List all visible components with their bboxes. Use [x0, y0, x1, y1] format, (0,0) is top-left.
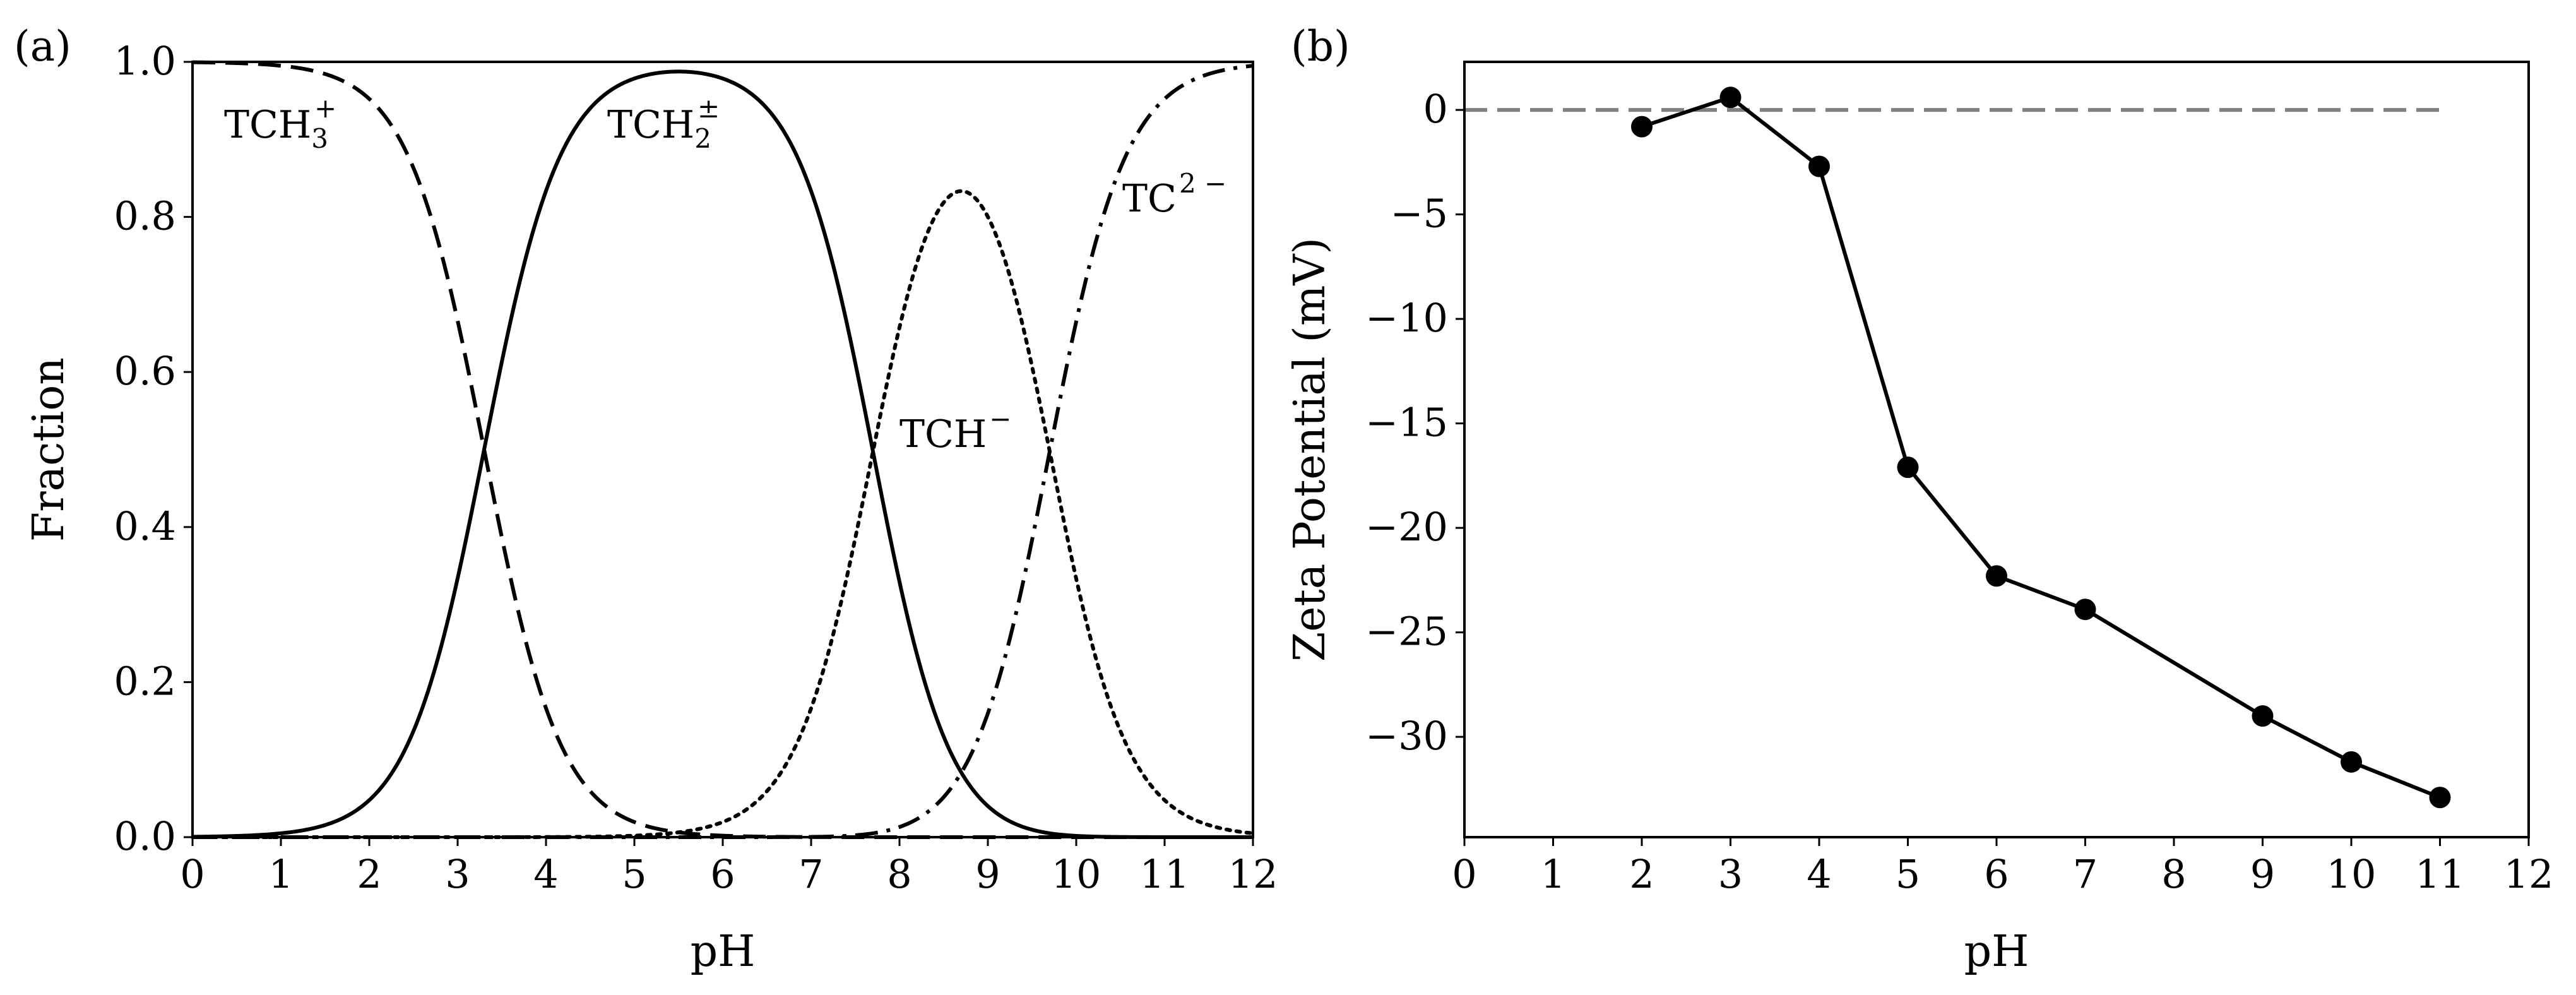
series-line-tc2-minus [193, 64, 1254, 839]
panel-b: (b) 0 1 2 3 4 5 6 7 8 9 10 11 12 0−5−10−15−20−25−30 … [1285, 22, 2553, 977]
species-label: TCH3+ [224, 93, 336, 154]
panel-a-y-axis-label: Fraction [24, 357, 74, 542]
panel-a-x-tick-label: 9 [975, 851, 1000, 897]
panel-a-plot-frame [191, 61, 1254, 838]
data-point-ph-2 [1631, 116, 1653, 138]
panel-b-y-ticks: 0 −5 −10 −15 −20 −25 −30 [1365, 86, 1464, 759]
panel-b-y-tick-label: −5 [1391, 191, 1448, 237]
panel-a-x-tick-label: 6 [710, 851, 735, 897]
panel-a-x-tick-label: 5 [622, 851, 646, 897]
data-point-ph-3 [1719, 86, 1742, 109]
panel-a-species-labels: TCH3+ TCH2± TCH− TC2 − [224, 93, 1226, 456]
panel-b-label: (b) [1291, 22, 1350, 71]
panel-b-x-tick-label: 1 [1541, 851, 1565, 897]
panel-a-y-tick-label: 0.0 [114, 813, 176, 859]
panel-b-plot-frame [1463, 61, 2530, 838]
species-label: TCH2± [607, 93, 720, 154]
panel-b-x-tick-label: 3 [1718, 851, 1743, 897]
panel-b-y-tick-label: −15 [1365, 400, 1448, 446]
series-line-zeta-potential [1641, 95, 2441, 799]
panel-a-x-tick-label: 4 [533, 851, 558, 897]
panel-a-x-tick-label: 12 [1228, 851, 1278, 897]
panel-a-x-tick-label: 0 [180, 851, 205, 897]
panel-a-x-tick-label: 11 [1140, 851, 1190, 897]
panel-a-y-tick-label: 0.2 [114, 658, 176, 704]
data-point-ph-7 [2074, 599, 2096, 621]
series-line-tch-minus [191, 189, 1255, 839]
panel-b-x-tick-label: 4 [1807, 851, 1831, 897]
panel-b-y-tick-label: −10 [1365, 295, 1448, 341]
panel-b-y-axis-label: Zeta Potential (mV) [1285, 237, 1335, 662]
panel-a-x-ticks: 0 1 2 3 4 5 6 7 8 9 10 11 12 [180, 837, 1278, 897]
panel-b-x-tick-label: 6 [1984, 851, 2009, 897]
panel-a-label: (a) [14, 22, 71, 71]
panel-b-y-tick-label: −30 [1365, 713, 1448, 759]
panel-b-x-tick-label: 5 [1896, 851, 1920, 897]
data-point-ph-10 [2341, 751, 2362, 773]
data-point-ph-9 [2252, 705, 2274, 727]
panel-a-x-tick-label: 1 [268, 851, 293, 897]
panel-b-x-tick-label: 10 [2327, 851, 2377, 897]
panel-a-y-tick-label: 1.0 [114, 38, 176, 84]
data-point-ph-4 [1808, 155, 1830, 177]
panel-b-x-tick-label: 2 [1629, 851, 1654, 897]
panel-b-x-ticks: 0 1 2 3 4 5 6 7 8 9 10 11 12 [1452, 837, 2553, 897]
panel-a-y-tick-label: 0.8 [114, 193, 176, 239]
panel-b-y-tick-label: −20 [1365, 504, 1448, 550]
panel-a: (a) 0 1 2 3 4 5 6 7 8 9 10 11 12 0.00.20.40.60.81.0 … [14, 22, 1278, 977]
panel-a-x-tick-label: 3 [445, 851, 470, 897]
panel-b-x-tick-label: 0 [1452, 851, 1476, 897]
panel-a-x-tick-label: 2 [357, 851, 381, 897]
species-label: TCH− [899, 403, 1011, 456]
series-line-tch3-plus [192, 60, 1253, 839]
species-label: TC2 − [1122, 168, 1226, 221]
panel-a-x-tick-label: 10 [1052, 851, 1101, 897]
panel-a-y-ticks: 0.0 0.2 0.4 0.6 0.8 1.0 [114, 38, 193, 859]
panel-b-x-tick-label: 8 [2161, 851, 2186, 897]
panel-b-series [1631, 86, 2451, 809]
panel-b-x-tick-label: 11 [2415, 851, 2465, 897]
series-line-tch2-zwitterion [192, 69, 1253, 839]
panel-b-x-tick-label: 7 [2073, 851, 2098, 897]
data-point-ph-11 [2429, 787, 2451, 809]
data-point-ph-6 [1986, 565, 2007, 587]
panel-a-y-tick-label: 0.6 [114, 348, 176, 394]
data-point-ph-5 [1897, 456, 1919, 479]
panel-b-x-tick-label: 9 [2250, 851, 2275, 897]
panel-a-x-tick-label: 7 [798, 851, 823, 897]
panel-b-x-axis-label: pH [1964, 927, 2029, 977]
panel-b-y-tick-label: −25 [1365, 609, 1448, 655]
panel-a-x-tick-label: 8 [887, 851, 911, 897]
panel-b-y-tick-label: 0 [1423, 86, 1448, 132]
panel-a-y-tick-label: 0.4 [114, 503, 176, 549]
panel-a-x-axis-label: pH [691, 927, 756, 977]
panel-a-curves [191, 60, 1255, 839]
panel-b-x-tick-label: 12 [2504, 851, 2554, 897]
